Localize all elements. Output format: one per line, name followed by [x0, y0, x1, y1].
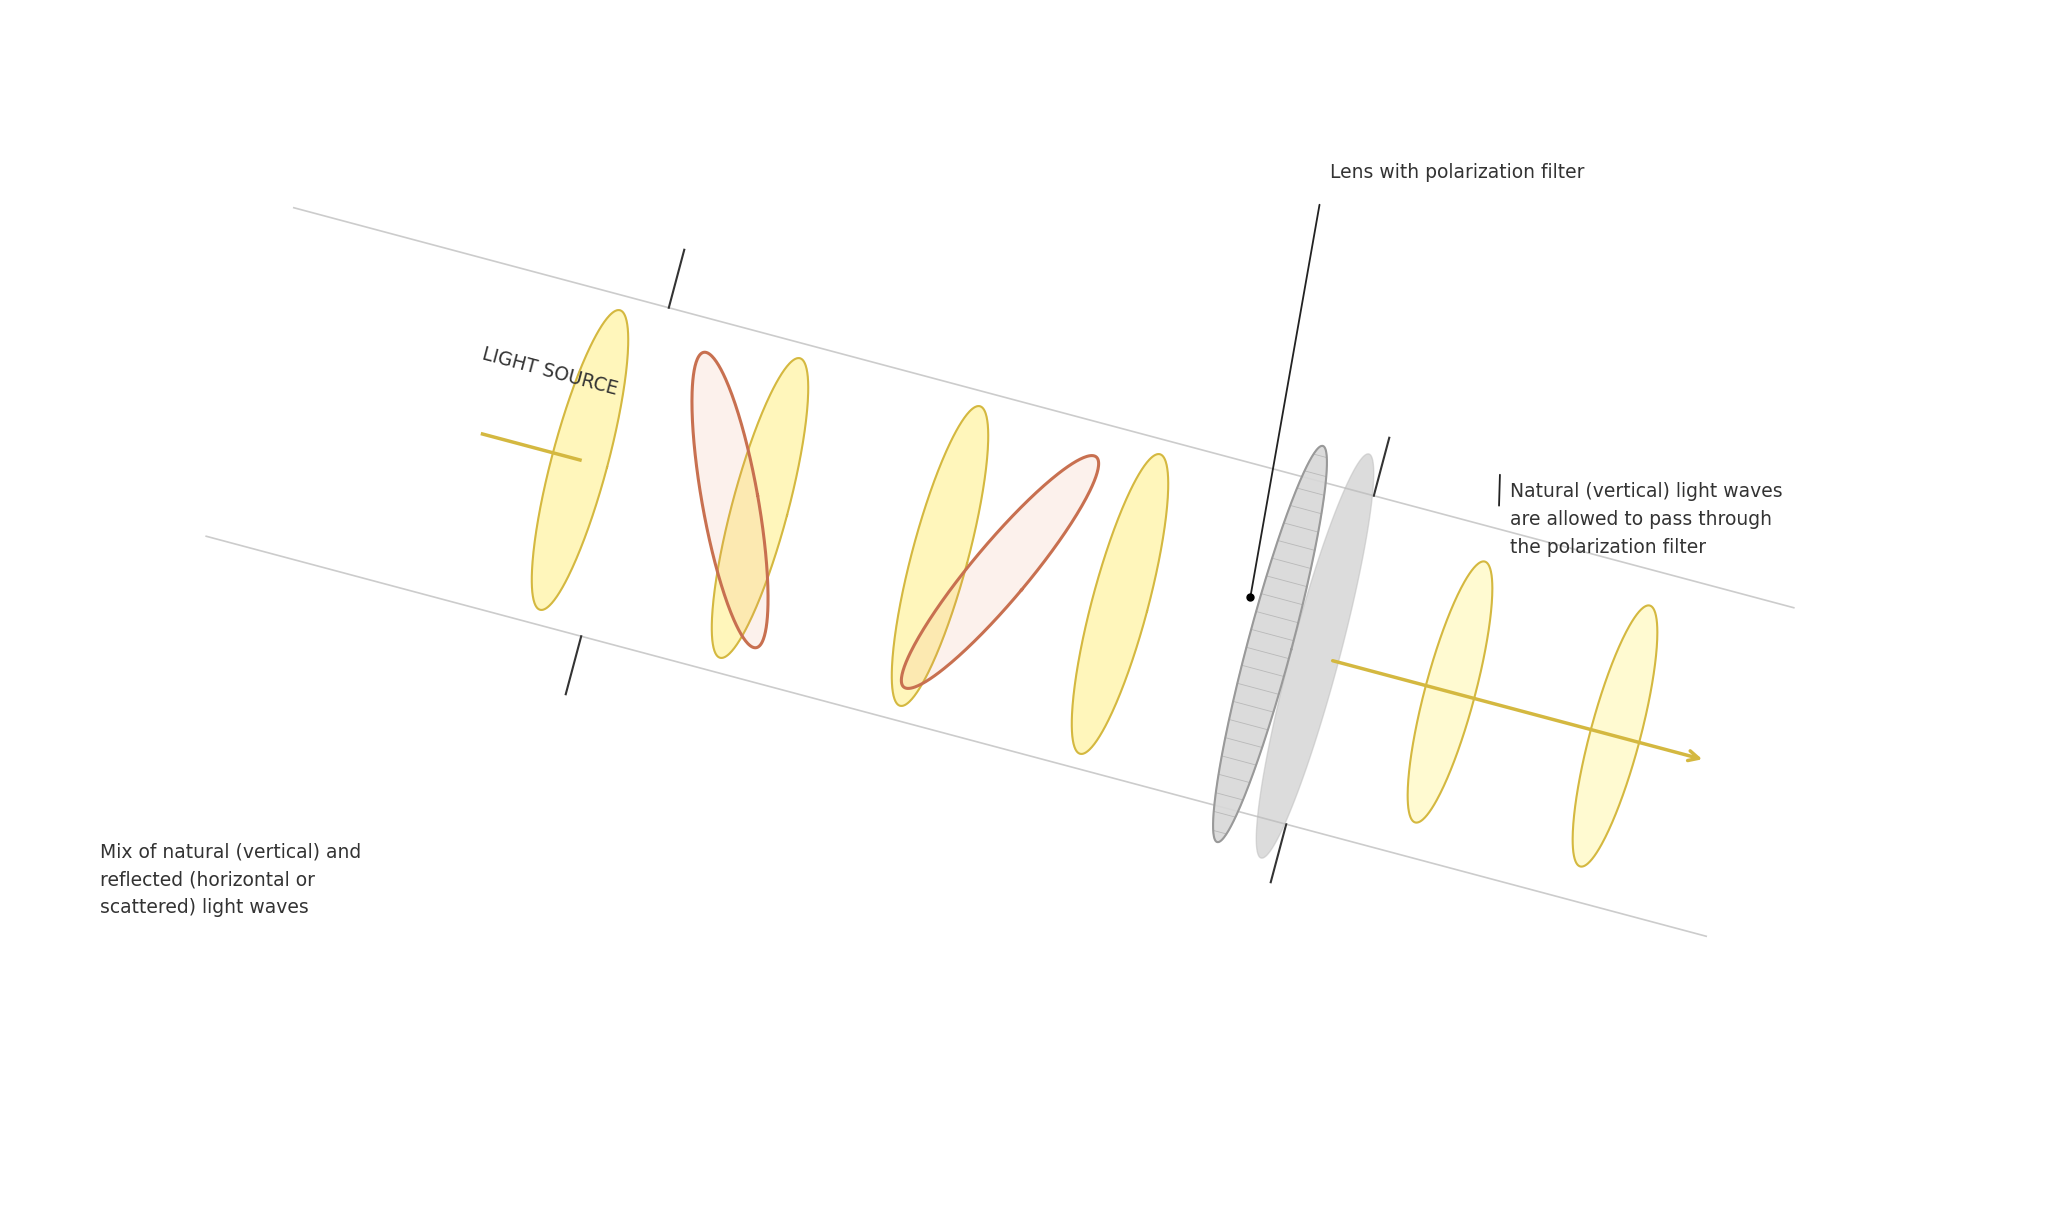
- Text: Lens with polarization filter: Lens with polarization filter: [1329, 163, 1585, 182]
- Polygon shape: [901, 456, 1098, 688]
- Polygon shape: [532, 310, 629, 610]
- Polygon shape: [1071, 455, 1167, 754]
- Text: LIGHT SOURCE: LIGHT SOURCE: [479, 345, 621, 400]
- Polygon shape: [1573, 605, 1657, 866]
- Text: Natural (vertical) light waves
are allowed to pass through
the polarization filt: Natural (vertical) light waves are allow…: [1509, 481, 1782, 557]
- Polygon shape: [891, 406, 989, 706]
- Text: Mix of natural (vertical) and
reflected (horizontal or
scattered) light waves: Mix of natural (vertical) and reflected …: [100, 842, 360, 916]
- Polygon shape: [1407, 561, 1493, 822]
- Polygon shape: [1212, 446, 1327, 842]
- Polygon shape: [1255, 453, 1374, 858]
- Polygon shape: [692, 352, 768, 648]
- Polygon shape: [713, 358, 809, 657]
